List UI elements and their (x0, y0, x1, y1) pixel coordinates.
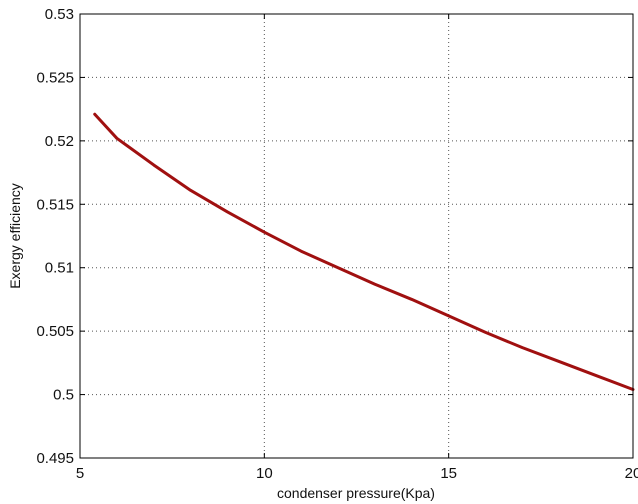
y-tick-label: 0.525 (36, 69, 74, 86)
x-tick-label: 5 (76, 465, 84, 482)
y-tick-label: 0.52 (45, 133, 74, 150)
series-line (93, 112, 635, 391)
y-tick-label: 0.51 (45, 260, 74, 277)
data-point (226, 210, 229, 214)
y-tick-label: 0.53 (45, 6, 74, 23)
data-point (93, 113, 96, 116)
y-axis-label: Exergy efficiency (7, 183, 23, 289)
data-point (558, 360, 561, 363)
plot-area-background (80, 14, 633, 458)
data-point (115, 137, 119, 140)
data-point (484, 331, 487, 334)
y-tick-label: 0.505 (36, 323, 74, 340)
series-layer (93, 112, 635, 391)
y-tick-label: 0.515 (36, 196, 74, 213)
x-axis-label: condenser pressure(Kpa) (277, 485, 435, 501)
data-point (263, 230, 266, 234)
y-tick-label: 0.5 (53, 387, 74, 404)
x-tick-label: 15 (440, 465, 457, 482)
data-point (300, 250, 303, 253)
data-point (152, 163, 155, 167)
axis-ticks: 5 10 15 20 0.495 0.5 0.505 0.51 0.515 0.52 0.525 0.… (36, 6, 638, 482)
grid-lines (80, 14, 633, 458)
y-tick-label: 0.495 (36, 450, 74, 467)
data-point (410, 298, 413, 301)
data-point (373, 283, 377, 286)
data-point (336, 266, 340, 269)
data-point (189, 189, 192, 192)
plot-frame (79, 13, 634, 459)
data-point (447, 314, 450, 318)
x-tick-label: 10 (256, 465, 273, 482)
x-tick-label: 20 (625, 465, 638, 482)
data-point (594, 374, 598, 377)
data-point (521, 346, 524, 349)
